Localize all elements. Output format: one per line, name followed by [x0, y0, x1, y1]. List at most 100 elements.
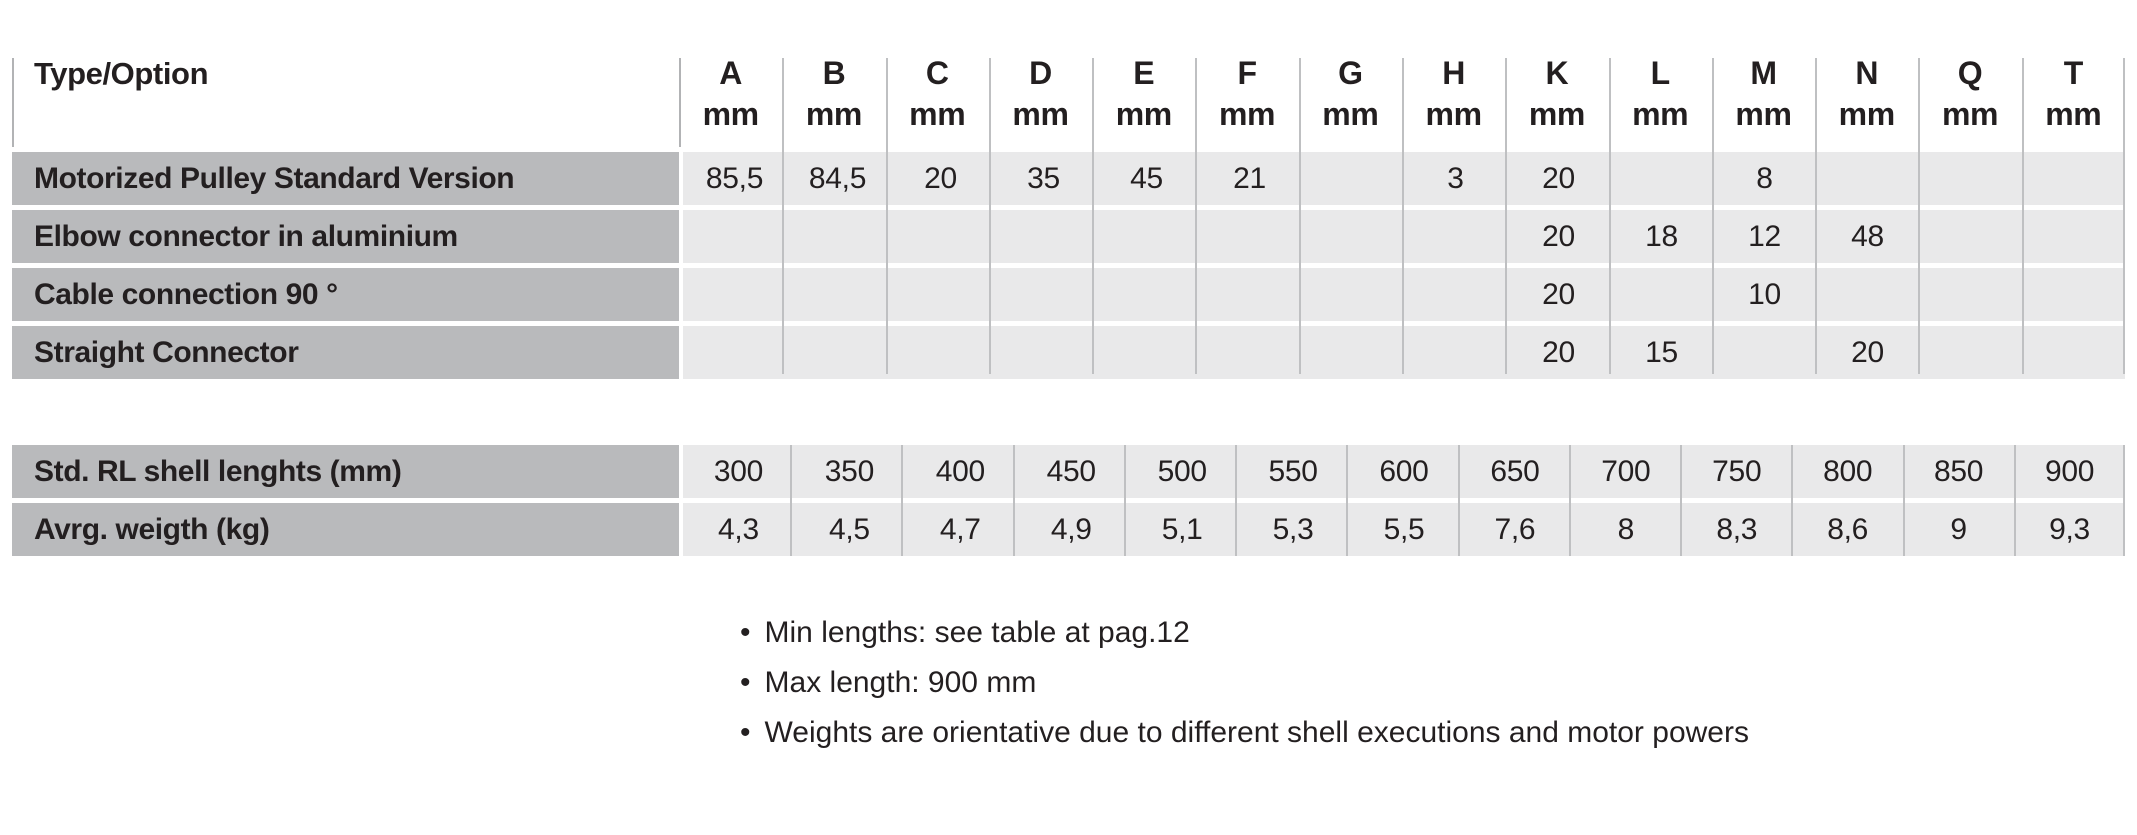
- dimension-cell: [1816, 268, 1919, 321]
- table-row: Motorized Pulley Standard Version 85,5 84,…: [12, 152, 2125, 205]
- dimension-cell: [1095, 268, 1198, 321]
- shell-cell: 450: [1015, 445, 1127, 498]
- dimension-cell: [889, 326, 992, 379]
- column-letter: M: [1750, 54, 1777, 91]
- dimension-cell: [1301, 326, 1404, 379]
- column-separator-line: [790, 445, 793, 556]
- dimension-cell: [1404, 268, 1507, 321]
- dimension-cell: [1095, 210, 1198, 263]
- column-separator-line: [1298, 58, 1301, 374]
- shell-cell: 4,7: [904, 503, 1016, 556]
- column-letter: G: [1338, 54, 1363, 91]
- row-label: Std. RL shell lenghts (mm): [12, 445, 679, 498]
- row-label: Avrg. weigth (kg): [12, 503, 679, 556]
- table-row: Elbow connector in aluminium 20 18 12 48: [12, 210, 2125, 263]
- shell-cell: 350: [793, 445, 905, 498]
- shell-cell: 8,3: [1681, 503, 1793, 556]
- column-separator-line: [782, 58, 785, 374]
- note-line: • Min lengths: see table at pag.12: [740, 608, 1749, 658]
- column-unit: mm: [1735, 95, 1792, 132]
- dimension-cell: [1713, 326, 1816, 379]
- column-letter: H: [1442, 54, 1465, 91]
- shell-cell: 400: [904, 445, 1016, 498]
- dimension-cell: [992, 268, 1095, 321]
- note-line: • Weights are orientative due to differen…: [740, 708, 1749, 758]
- shell-cell: 4,5: [793, 503, 905, 556]
- column-unit: mm: [1218, 95, 1276, 132]
- dimension-cell: 15: [1610, 326, 1713, 379]
- column-separator-line: [1346, 445, 1349, 556]
- dimension-cell: [786, 268, 889, 321]
- column-letter: D: [1029, 54, 1052, 91]
- column-unit: mm: [1322, 95, 1379, 132]
- bullet-icon: •: [740, 666, 751, 699]
- column-separator-line: [1711, 58, 1714, 374]
- column-separator-line: [988, 58, 991, 374]
- column-unit: mm: [702, 95, 760, 132]
- table-row: Cable connection 90 ° 20 10: [12, 268, 2125, 321]
- dimension-cell: [1301, 152, 1404, 205]
- column-separator-line: [1235, 445, 1238, 556]
- note-text: Min lengths: see table at pag.12: [764, 616, 1190, 649]
- column-unit: mm: [1012, 95, 1069, 132]
- column-letter: B: [822, 54, 846, 91]
- dimension-cell: 10: [1713, 268, 1816, 321]
- column-letter: E: [1133, 54, 1155, 91]
- column-separator-line: [1902, 445, 1905, 556]
- note-text: Max length: 900 mm: [764, 666, 1037, 699]
- column-letter: N: [1855, 54, 1879, 91]
- dimension-cell: [1198, 326, 1301, 379]
- column-letter: A: [719, 54, 742, 91]
- dimension-cell: 45: [1095, 152, 1198, 205]
- column-unit: mm: [2045, 95, 2102, 132]
- type-option-header: Type/Option: [34, 56, 209, 91]
- column-separator-line: [1092, 58, 1095, 374]
- column-unit: mm: [1941, 95, 1999, 132]
- shell-lengths-table: Std. RL shell lenghts (mm) 300 350 400 450 50…: [12, 445, 2125, 556]
- note-text: Weights are orientative due to different…: [764, 716, 1749, 749]
- shell-cell: 800: [1792, 445, 1904, 498]
- dimension-cell: [1919, 152, 2022, 205]
- dimension-cell: 20: [1507, 210, 1610, 263]
- dimension-cell: [1404, 326, 1507, 379]
- bullet-icon: •: [740, 616, 751, 649]
- dimension-cell: [786, 326, 889, 379]
- note-line: • Max length: 900 mm: [740, 658, 1749, 708]
- dimension-cell: 8: [1713, 152, 1816, 205]
- shell-cell: 8,6: [1792, 503, 1904, 556]
- header-edge-line: [12, 58, 14, 147]
- column-unit: mm: [1425, 95, 1483, 132]
- dimension-cell: 21: [1198, 152, 1301, 205]
- dimension-cell: [1919, 210, 2022, 263]
- shell-cell: 550: [1237, 445, 1349, 498]
- shell-cell: 600: [1348, 445, 1460, 498]
- dimension-cell: [1919, 268, 2022, 321]
- dimension-cell: [786, 210, 889, 263]
- dimension-cell: [889, 268, 992, 321]
- row-label: Elbow connector in aluminium: [12, 210, 679, 263]
- shell-cell: 5,5: [1348, 503, 1460, 556]
- dimension-cell: [992, 210, 1095, 263]
- shell-cell: 8: [1570, 503, 1682, 556]
- dimension-cell: 3: [1404, 152, 1507, 205]
- shell-cell: 850: [1903, 445, 2015, 498]
- shell-cell: 9: [1903, 503, 2015, 556]
- dimension-cell: [1095, 326, 1198, 379]
- column-separator-line: [2021, 58, 2024, 374]
- column-separator-line: [901, 445, 904, 556]
- dimension-cell: [1919, 326, 2022, 379]
- column-separator-line: [1402, 58, 1404, 374]
- dimension-cell: [679, 326, 786, 379]
- dimension-cell: [1301, 210, 1404, 263]
- column-unit: mm: [1115, 95, 1173, 132]
- dimension-cell: [1816, 152, 1919, 205]
